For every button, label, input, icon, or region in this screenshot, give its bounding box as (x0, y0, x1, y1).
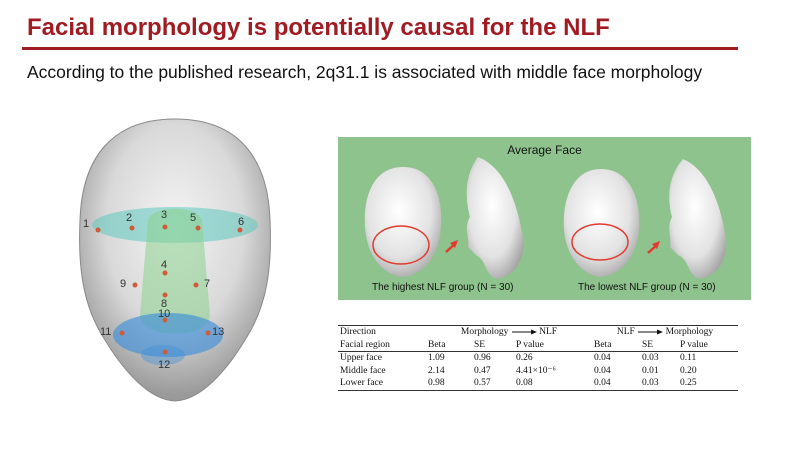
average-face-panel: Average Face The highest NLF group (N = … (338, 137, 751, 300)
landmark-label-7: 7 (204, 278, 210, 290)
table-row: Lower face 0.98 0.57 0.08 0.04 0.03 0.25 (338, 377, 738, 391)
value-cell: 0.11 (680, 353, 697, 364)
column-header: P value (514, 338, 592, 352)
value-cell: 0.57 (472, 377, 514, 391)
slide-subtitle: According to the published research, 2q3… (27, 62, 703, 82)
value-cell: 4.41×10⁻⁶ (516, 366, 556, 377)
mendelian-randomization-table: Direction Morphology NLF NLF Morphology … (338, 325, 738, 391)
table-header-row: Direction Morphology NLF NLF Morphology (338, 325, 738, 339)
title-underline (22, 47, 738, 50)
value-cell: 0.20 (680, 365, 697, 376)
region-cell: Middle face (340, 365, 386, 376)
column-header: Beta (426, 338, 472, 352)
region-cell: Upper face (340, 353, 382, 364)
landmark-label-9: 9 (120, 278, 126, 290)
high-nlf-group-label: The highest NLF group (N = 30) (372, 282, 514, 293)
value-cell: 0.26 (516, 353, 533, 364)
landmark-label-8: 8 (161, 298, 167, 310)
landmark-label-11: 11 (100, 326, 111, 338)
table-subheader-row: Facial region Beta SE P value Beta SE P … (338, 338, 738, 352)
column-header: SE (472, 338, 514, 352)
value-cell: 0.98 (426, 377, 472, 391)
landmark-label-13: 13 (212, 326, 224, 338)
table-row: Upper face 1.09 0.96 0.26 0.04 0.03 0.11 (338, 352, 738, 365)
middle-face-region (140, 208, 210, 334)
landmark-label-5: 5 (190, 212, 196, 224)
average-face-title: Average Face (507, 143, 582, 157)
lower-face-region (113, 313, 223, 357)
value-cell: 0.96 (474, 353, 491, 364)
value-cell: 0.04 (592, 377, 640, 391)
value-cell: 0.08 (514, 377, 592, 391)
region-cell: Lower face (338, 377, 426, 391)
slide-title: Facial morphology is potentially causal … (27, 14, 610, 41)
landmark-label-4: 4 (161, 259, 167, 271)
value-cell: 0.03 (640, 377, 678, 391)
table-row: Middle face 2.14 0.47 4.41×10⁻⁶ 0.04 0.0… (338, 365, 738, 378)
direction-header: Direction (338, 325, 426, 339)
value-cell: 0.04 (594, 365, 611, 376)
landmark-label-12: 12 (158, 359, 170, 371)
average-face-illustration (364, 157, 727, 279)
column-header: SE (640, 338, 678, 352)
landmark-points (95, 224, 243, 355)
value-cell: 0.47 (474, 365, 491, 376)
landmark-label-3: 3 (161, 209, 167, 221)
low-nlf-group-label: The lowest NLF group (N = 30) (578, 282, 716, 293)
landmark-label-1: 1 (83, 218, 89, 230)
column-header: P value (678, 338, 738, 352)
value-cell: 1.09 (428, 353, 445, 364)
morphology-to-nlf-header: Morphology NLF (426, 325, 592, 339)
face-landmark-diagram: 1 2 3 5 6 4 9 7 8 10 11 13 12 (79, 118, 271, 402)
landmark-label-10: 10 (158, 308, 170, 320)
value-cell: 0.03 (642, 353, 659, 364)
column-header: Beta (592, 338, 640, 352)
landmark-label-6: 6 (238, 216, 244, 228)
value-cell: 2.14 (428, 365, 445, 376)
value-cell: 0.04 (594, 353, 611, 364)
value-cell: 0.25 (678, 377, 738, 391)
nlf-to-morphology-header: NLF Morphology (592, 325, 738, 339)
landmark-label-2: 2 (126, 212, 132, 224)
facial-region-header: Facial region (338, 338, 426, 352)
value-cell: 0.01 (642, 365, 659, 376)
